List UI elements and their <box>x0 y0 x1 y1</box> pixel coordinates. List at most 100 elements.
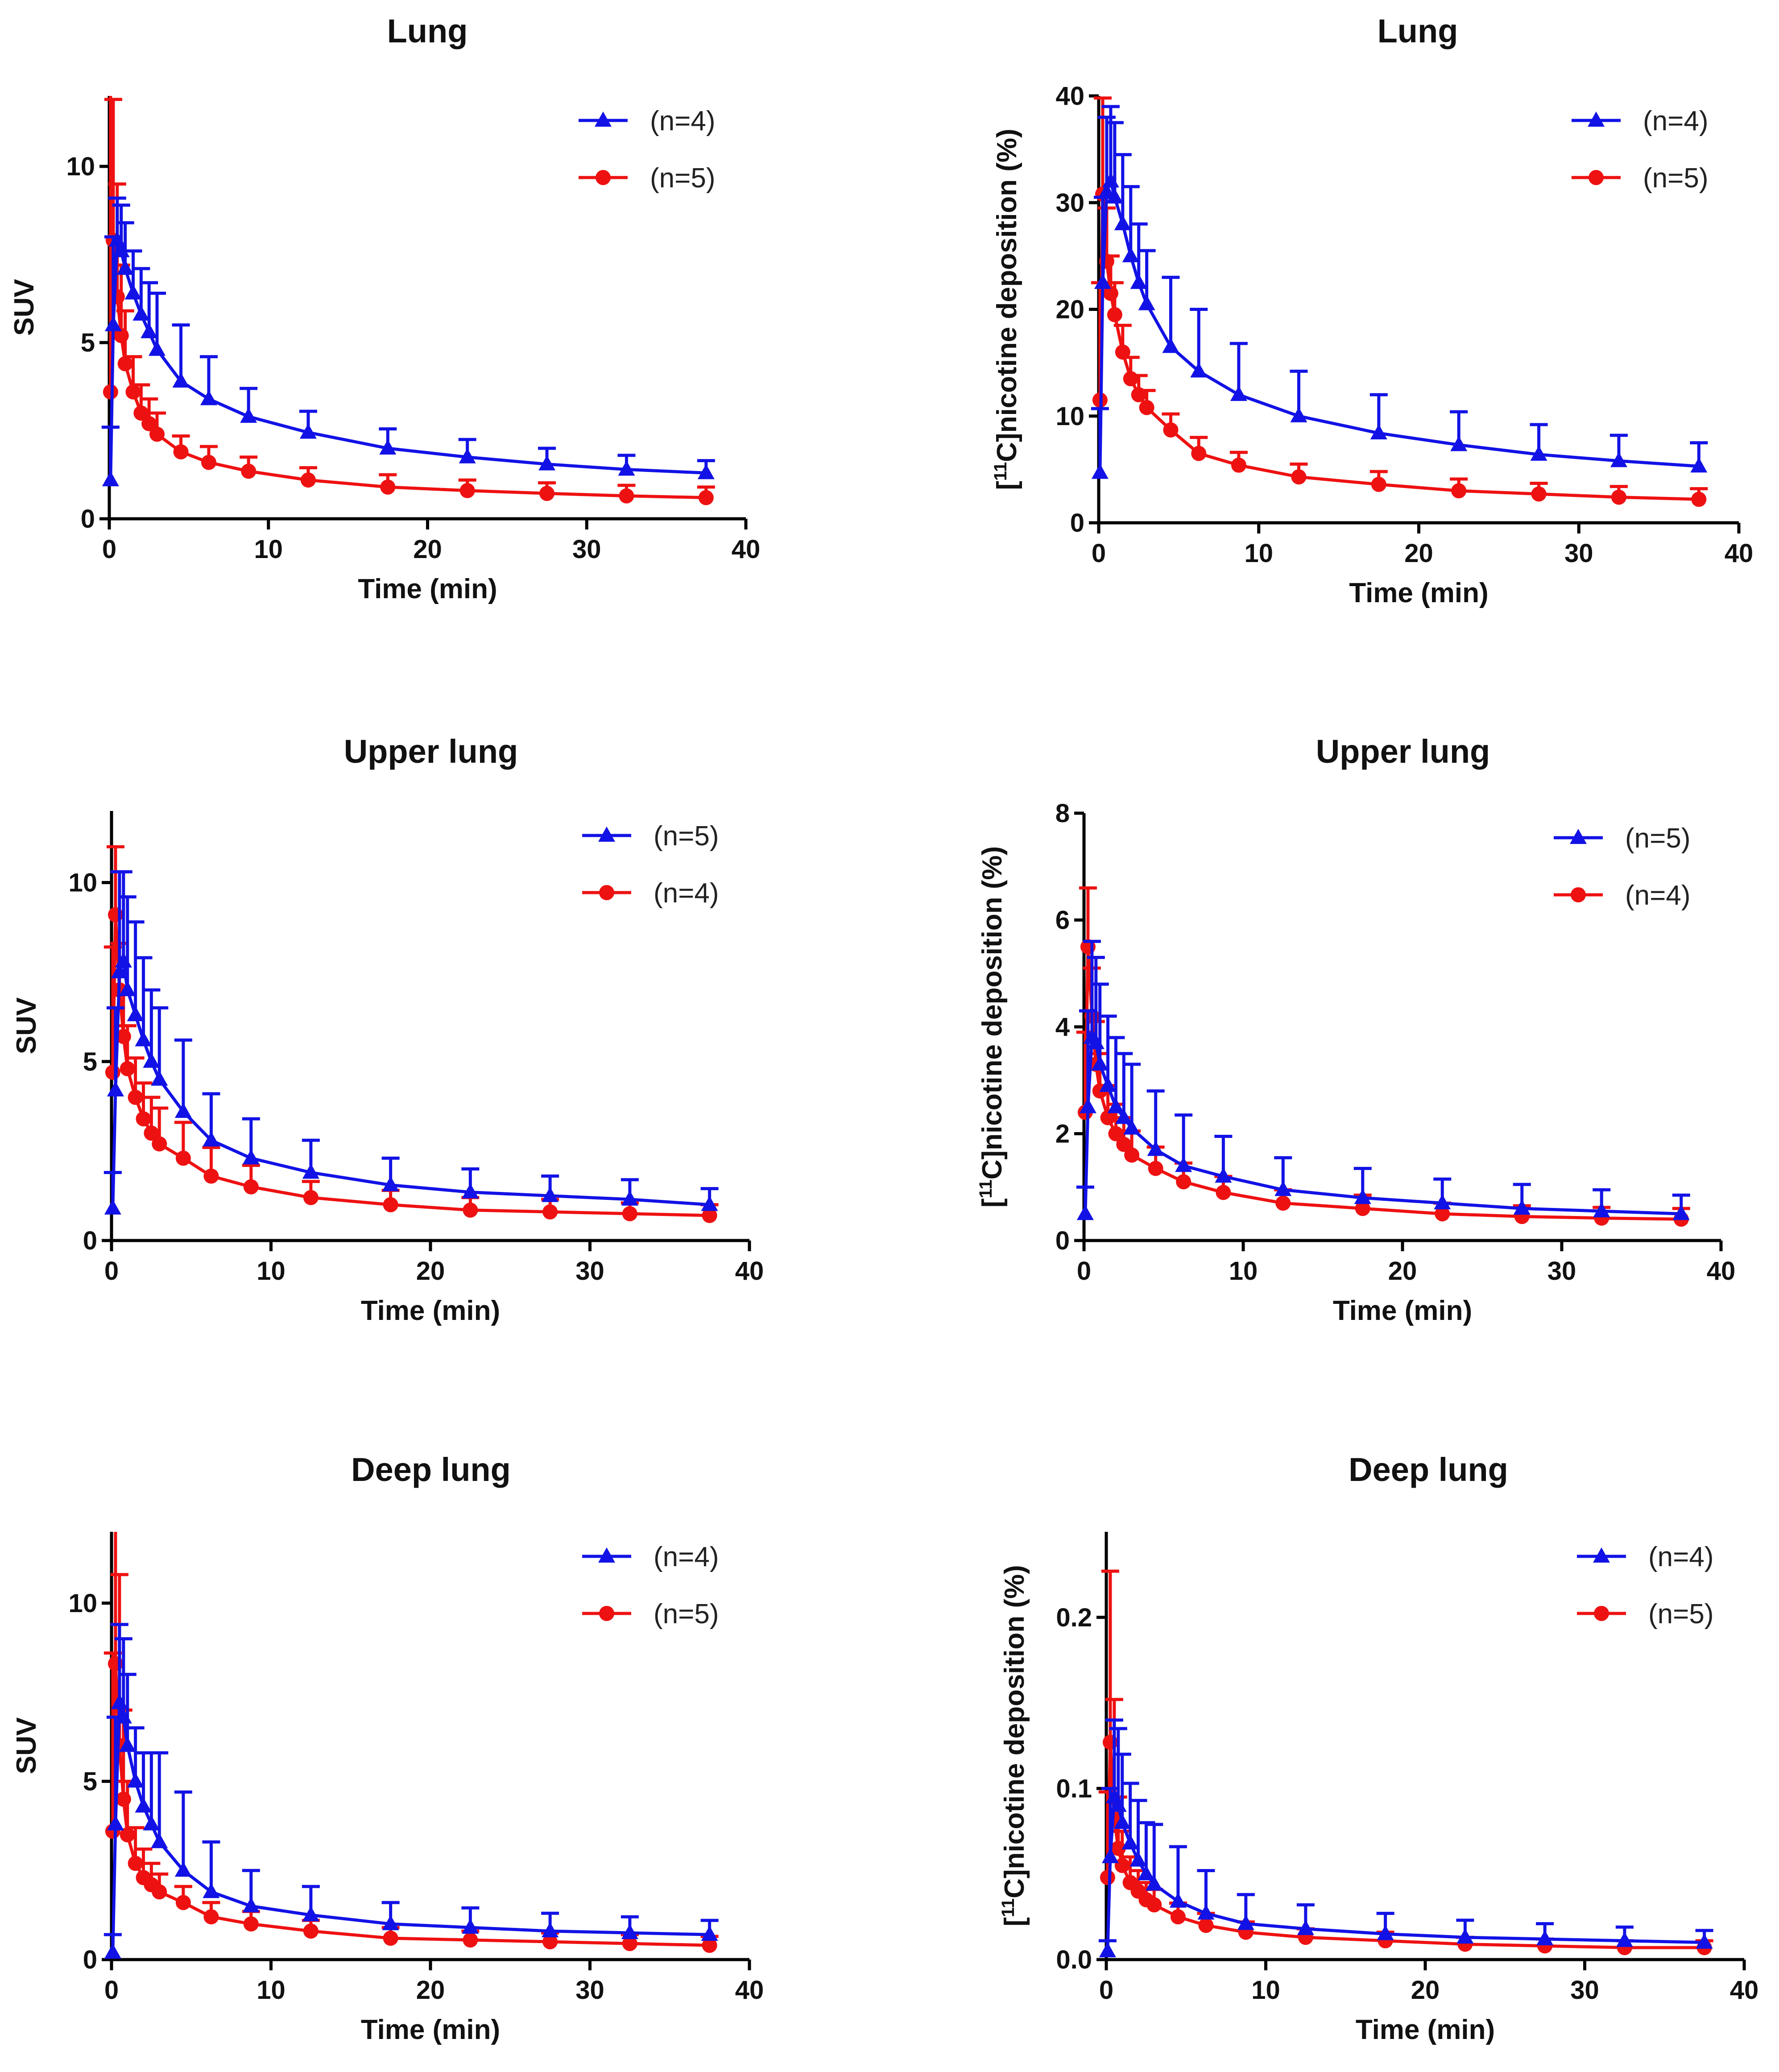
legend-item: (n=5) <box>582 821 719 852</box>
series-line <box>1084 945 1681 1221</box>
x-tick-label: 10 <box>254 535 283 564</box>
data-point <box>105 1064 120 1080</box>
x-tick-label: 10 <box>1251 1976 1280 2005</box>
data-point <box>459 448 476 463</box>
data-point <box>243 1916 259 1932</box>
data-point <box>302 1163 319 1179</box>
data-point <box>1147 1141 1164 1156</box>
data-point <box>701 1195 718 1211</box>
data-point <box>1107 1098 1125 1113</box>
data-point <box>1123 1119 1141 1135</box>
data-point <box>1593 1202 1610 1218</box>
data-point <box>1696 1933 1713 1949</box>
data-point <box>1672 1205 1690 1220</box>
y-tick-label: 0 <box>81 505 95 534</box>
x-tick-label: 40 <box>1730 1976 1759 2005</box>
data-point <box>116 1029 131 1044</box>
y-tick-label: 10 <box>1055 402 1084 431</box>
data-point <box>542 1934 558 1950</box>
legend-marker <box>598 1547 615 1563</box>
data-point <box>128 1090 143 1105</box>
series-red <box>103 845 719 1223</box>
data-point <box>1101 1848 1119 1863</box>
data-point <box>1113 1814 1131 1829</box>
legend-marker <box>1589 170 1604 185</box>
data-point <box>143 1815 160 1831</box>
data-point <box>1076 1205 1094 1220</box>
series-line <box>111 913 710 1217</box>
data-point <box>383 1197 398 1212</box>
legend-marker <box>598 827 615 842</box>
data-point <box>1131 387 1146 402</box>
data-point <box>104 316 122 331</box>
legend-marker <box>1571 887 1586 902</box>
data-point <box>1690 457 1708 473</box>
data-point <box>1291 469 1307 485</box>
data-point <box>133 405 149 421</box>
chart-title: Deep lung <box>351 1451 511 1488</box>
data-point <box>144 1125 159 1141</box>
x-tick-label: 0 <box>1099 1976 1113 2005</box>
chart-title: Lung <box>387 12 468 50</box>
data-point <box>1107 307 1122 323</box>
data-point <box>542 1204 558 1220</box>
x-tick-label: 30 <box>572 535 601 564</box>
data-point <box>1108 1126 1124 1141</box>
data-point <box>1124 1147 1140 1163</box>
data-point <box>1435 1206 1450 1222</box>
y-axis-label: SUV <box>9 279 40 335</box>
legend-label: (n=5) <box>1643 163 1708 194</box>
data-point <box>1146 1897 1162 1913</box>
chart-panel-3: Upper lung 0 5 10 0 10 20 30 40 Time (min) SUV (n=5… <box>11 733 764 1326</box>
data-point <box>127 1006 144 1022</box>
data-point <box>173 444 189 459</box>
data-point <box>143 1052 160 1068</box>
data-point <box>379 439 397 455</box>
data-point <box>1610 452 1627 467</box>
data-point <box>1450 436 1468 451</box>
legend-item: (n=4) <box>1554 880 1690 911</box>
data-point <box>135 1031 152 1046</box>
y-axis-label: SUV <box>11 1717 42 1774</box>
data-point <box>1098 183 1115 199</box>
chart-title: Upper lung <box>1316 733 1490 770</box>
data-point <box>242 1149 260 1165</box>
series-blue <box>1091 105 1708 479</box>
data-point <box>151 1833 168 1849</box>
y-tick-label: 30 <box>1055 188 1084 217</box>
data-point <box>1370 424 1387 440</box>
data-point <box>1121 1834 1139 1850</box>
legend-label: (n=4) <box>654 1542 719 1572</box>
series-line <box>1084 1036 1681 1216</box>
data-point <box>104 1199 121 1215</box>
data-point <box>1129 1851 1147 1867</box>
y-tick-label: 0 <box>83 1226 97 1255</box>
data-point <box>141 323 158 339</box>
legend-item: (n=4) <box>579 106 715 136</box>
x-tick-label: 0 <box>104 1976 119 2005</box>
data-point <box>107 1815 124 1831</box>
y-tick-label: 10 <box>66 152 95 181</box>
y-tick-label: 10 <box>68 1589 97 1618</box>
legend-marker <box>599 885 614 900</box>
x-axis-label: Time (min) <box>1356 2014 1495 2045</box>
data-point <box>174 1103 192 1118</box>
data-point <box>117 356 133 372</box>
legend-label: (n=5) <box>1625 823 1690 854</box>
data-point <box>1138 295 1155 310</box>
x-tick-label: 0 <box>1092 539 1106 568</box>
data-point <box>149 426 165 442</box>
data-point <box>111 1694 128 1709</box>
x-tick-label: 30 <box>575 1976 604 2005</box>
legend-label: (n=4) <box>1648 1542 1713 1572</box>
y-tick-label: 5 <box>83 1767 97 1796</box>
legend-label: (n=5) <box>654 821 719 852</box>
legend-item: (n=4) <box>1572 106 1708 136</box>
data-point <box>1371 476 1386 492</box>
x-tick-label: 40 <box>735 1976 764 2005</box>
data-point <box>1130 273 1147 289</box>
data-point <box>149 340 166 356</box>
data-point <box>120 1061 135 1076</box>
data-point <box>542 1922 559 1938</box>
